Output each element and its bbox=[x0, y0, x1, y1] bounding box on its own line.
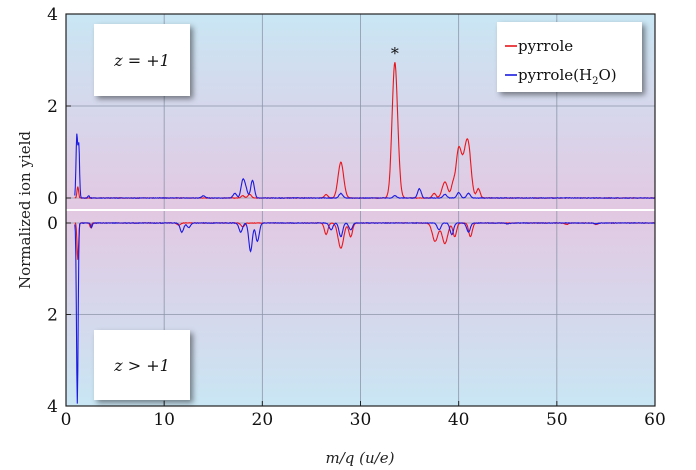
legend-label-pyrrole: pyrrole bbox=[518, 37, 573, 55]
series-top-pyrrole-h2o bbox=[74, 133, 655, 200]
x-tick-label-0: 0 bbox=[61, 410, 72, 430]
annotation-top-text: z = +1 bbox=[113, 51, 170, 70]
annotation-top: z = +1 bbox=[94, 24, 190, 96]
series-bottom-panel bbox=[74, 221, 655, 404]
series-top-panel bbox=[74, 62, 656, 200]
x-tick-label-10: 10 bbox=[153, 410, 175, 430]
annotation-bottom-text: z > +1 bbox=[113, 356, 170, 375]
y-tick-label-bottom-2: 2 bbox=[47, 306, 58, 326]
series-bottom-pyrrole-h2o bbox=[74, 221, 655, 404]
x-tick-label-30: 30 bbox=[350, 410, 372, 430]
annotation-bottom: z > +1 bbox=[94, 330, 190, 400]
x-tick-label-50: 50 bbox=[546, 410, 568, 430]
x-tick-label-20: 20 bbox=[252, 410, 274, 430]
y-tick-label-bottom-4: 4 bbox=[47, 397, 58, 417]
star-marker: * bbox=[391, 44, 399, 63]
legend-label-pyrrole-h2o: pyrrole(H2O) bbox=[518, 66, 617, 87]
x-axis-label: m/q (u/e) bbox=[326, 449, 395, 467]
axis-ticks bbox=[65, 13, 656, 407]
y-tick-label-top-4: 4 bbox=[47, 5, 58, 25]
y-tick-label-top-0: 0 bbox=[47, 189, 58, 209]
x-tick-label-40: 40 bbox=[448, 410, 470, 430]
legend: pyrrole pyrrole(H2O) bbox=[497, 22, 642, 92]
y-tick-label-top-2: 2 bbox=[47, 97, 58, 117]
y-tick-label-bottom-0: 0 bbox=[47, 214, 58, 234]
x-tick-label-60: 60 bbox=[644, 410, 666, 430]
y-axis-label: Normalized ion yield bbox=[16, 131, 34, 289]
